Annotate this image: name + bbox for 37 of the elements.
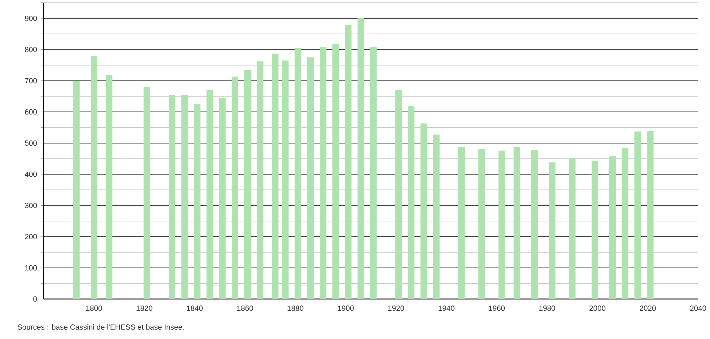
bar	[396, 90, 402, 300]
bar	[320, 47, 327, 300]
bar	[569, 158, 576, 300]
bar	[282, 60, 289, 300]
bar	[622, 148, 629, 300]
bar	[549, 162, 556, 300]
bar	[358, 18, 364, 300]
bar	[219, 98, 226, 300]
bar	[345, 25, 352, 300]
bar	[420, 124, 428, 300]
bar	[332, 44, 340, 300]
bar	[244, 70, 252, 300]
bar	[307, 57, 314, 300]
bar	[294, 48, 302, 300]
bar	[272, 54, 279, 300]
bar	[370, 47, 377, 300]
bar	[257, 62, 264, 300]
bar	[531, 150, 538, 300]
bar	[514, 147, 520, 300]
bar	[73, 80, 80, 300]
bar	[610, 156, 616, 300]
bar	[90, 56, 98, 300]
bar	[634, 132, 642, 300]
bar	[458, 146, 466, 300]
bar	[206, 90, 214, 300]
bar	[478, 148, 486, 300]
bar	[433, 134, 440, 300]
bar	[144, 87, 150, 300]
bar	[182, 94, 188, 300]
bar	[106, 75, 113, 300]
bar	[498, 150, 506, 300]
bar	[169, 94, 176, 300]
bar	[194, 104, 201, 300]
bar	[592, 161, 598, 300]
bar	[647, 131, 654, 300]
bar	[408, 106, 415, 300]
bar	[232, 76, 238, 300]
